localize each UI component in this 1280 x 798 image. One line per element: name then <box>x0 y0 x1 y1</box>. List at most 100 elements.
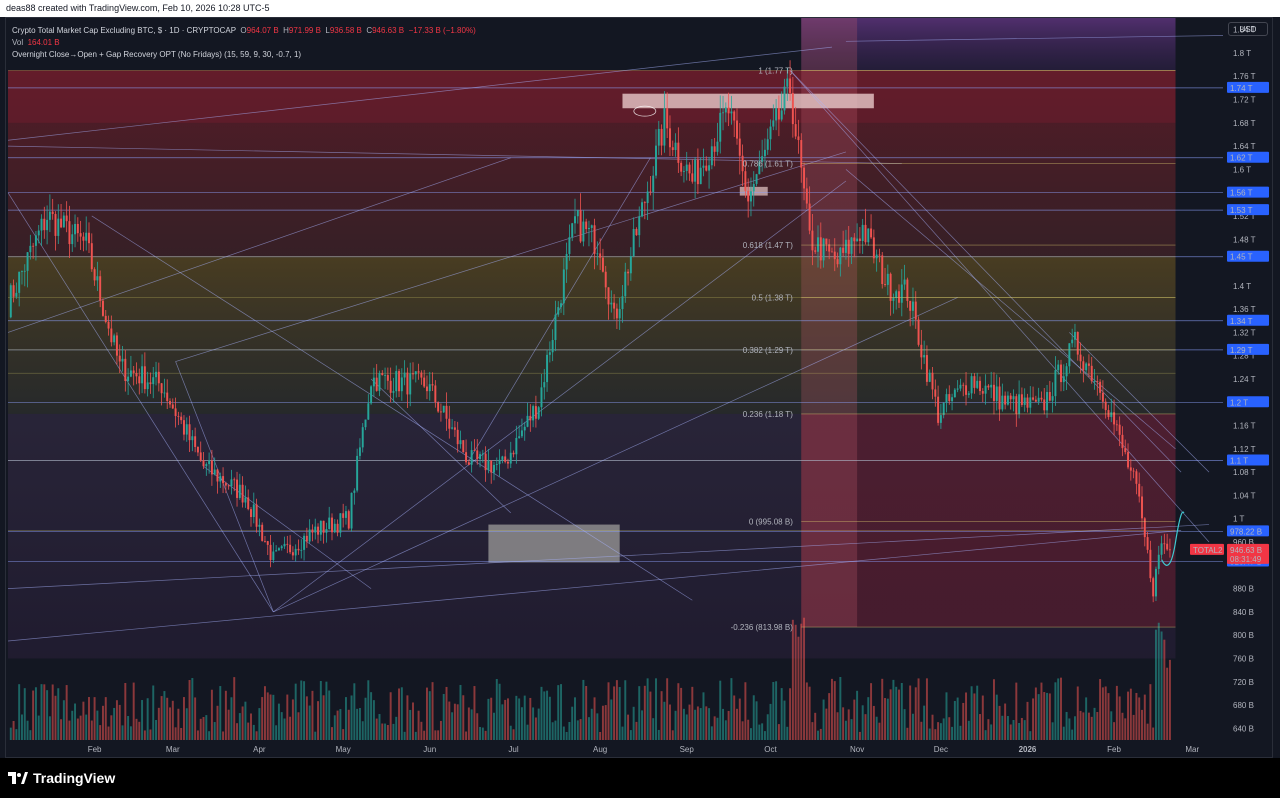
volume-bar <box>660 691 663 740</box>
candle-body <box>696 159 699 185</box>
volume-bar <box>1073 716 1076 740</box>
candle-body <box>892 297 895 301</box>
volume-bar <box>370 692 373 740</box>
candle-body <box>906 279 909 301</box>
volume-bar <box>766 714 769 740</box>
candle-body <box>96 276 99 281</box>
candle-body <box>610 302 613 305</box>
candle-body <box>141 366 144 384</box>
volume-bar <box>48 716 51 740</box>
candle-body <box>1121 434 1124 449</box>
volume-bar <box>928 728 931 740</box>
candle-body <box>1166 543 1169 550</box>
volume-bar <box>543 691 546 740</box>
candle-body <box>163 392 166 394</box>
candle-body <box>694 159 697 182</box>
legend-indicator-row[interactable]: Overnight Close→Open + Gap Recovery OPT … <box>12 49 476 61</box>
candle-body <box>928 372 931 382</box>
volume-bar <box>364 697 367 740</box>
candle-body <box>1026 397 1029 408</box>
volume-bar <box>205 715 208 740</box>
symbol-title[interactable]: Crypto Total Market Cap Excluding BTC, $… <box>12 26 236 35</box>
candle-body <box>772 120 775 127</box>
volume-bar <box>322 695 325 740</box>
candle-body <box>118 355 121 362</box>
candle-body <box>68 221 71 245</box>
candle-body <box>291 552 294 556</box>
volume-bar <box>467 707 470 740</box>
candle-body <box>174 408 177 417</box>
trendline <box>845 169 1176 450</box>
candle-body <box>618 309 621 319</box>
volume-bar <box>294 683 297 740</box>
candle-body <box>858 238 861 242</box>
price-tags: 1.74 T 1.62 T 1.56 T 1.53 T 1.45 T 1.34 T 1.29… <box>1190 81 1269 567</box>
price-level-tag-label: 978.22 B <box>1230 527 1262 536</box>
candle-body <box>375 377 378 391</box>
candle-body <box>769 126 772 140</box>
volume-bar <box>833 681 836 740</box>
candle-body <box>752 183 755 192</box>
volume-bar <box>987 719 990 740</box>
volume-bar <box>1152 727 1155 740</box>
volume-bar <box>121 725 124 740</box>
candle-body <box>479 454 482 460</box>
time-axis-label: Feb <box>1107 745 1121 754</box>
price-chart[interactable]: 1 (1.77 T) 0.786 (1.61 T) 0.618 (1.47 T) 0.… <box>0 0 1280 758</box>
volume-bar <box>699 708 702 740</box>
price-level-tag <box>1227 454 1269 466</box>
volume-bar <box>333 715 336 740</box>
volume-bar <box>325 681 328 740</box>
candle-body <box>113 335 116 343</box>
volume-bar <box>995 694 998 740</box>
volume-bar <box>395 716 398 740</box>
candle-body <box>532 406 535 421</box>
price-axis-label: 1.08 T <box>1233 468 1256 477</box>
candle-body <box>1051 396 1054 401</box>
volume-bar <box>702 692 705 740</box>
volume-bar <box>375 718 378 740</box>
october-highlight <box>801 18 858 628</box>
change-value: −17.33 B (−1.80%) <box>408 26 476 35</box>
candle-body <box>241 484 244 503</box>
candle-body <box>1020 394 1023 405</box>
volume-bar <box>560 684 563 740</box>
volume-bar <box>601 705 604 740</box>
candle-body <box>90 243 93 270</box>
candle-body <box>523 426 526 431</box>
volume-bar <box>825 708 828 740</box>
candle-body <box>1138 483 1141 497</box>
candle-body <box>26 252 29 271</box>
price-level-tag <box>1227 343 1269 355</box>
trendline <box>468 157 651 461</box>
candle-body <box>1065 366 1068 377</box>
volume-bar <box>641 710 644 740</box>
volume-bar <box>353 683 356 740</box>
volume-bar <box>518 698 521 740</box>
candle-body <box>476 450 479 460</box>
legend-volume-row[interactable]: Vol 164.01 B <box>12 37 476 49</box>
candle-body <box>275 550 278 552</box>
candle-body <box>791 92 794 125</box>
volume-bar <box>342 729 345 740</box>
candle-body <box>939 415 942 423</box>
candle-body <box>951 397 954 402</box>
candle-body <box>484 453 487 471</box>
candle-body <box>367 403 370 420</box>
volume-bar <box>280 712 283 740</box>
volume-bar <box>900 682 903 740</box>
candle-body <box>777 108 780 120</box>
time-axis-label: Nov <box>850 745 864 754</box>
price-level-tag <box>1227 81 1269 93</box>
candle-body <box>504 456 507 462</box>
volume-bar <box>1113 722 1116 740</box>
volume-bar <box>350 695 353 740</box>
volume-bar <box>96 710 99 740</box>
candle-body <box>138 376 141 384</box>
candle-body <box>900 284 903 303</box>
currency-button[interactable]: USD <box>1228 22 1268 36</box>
volume-bar <box>708 708 711 740</box>
volume-bar <box>722 708 725 740</box>
volume-bar <box>43 684 46 740</box>
volume-bar <box>238 713 241 740</box>
